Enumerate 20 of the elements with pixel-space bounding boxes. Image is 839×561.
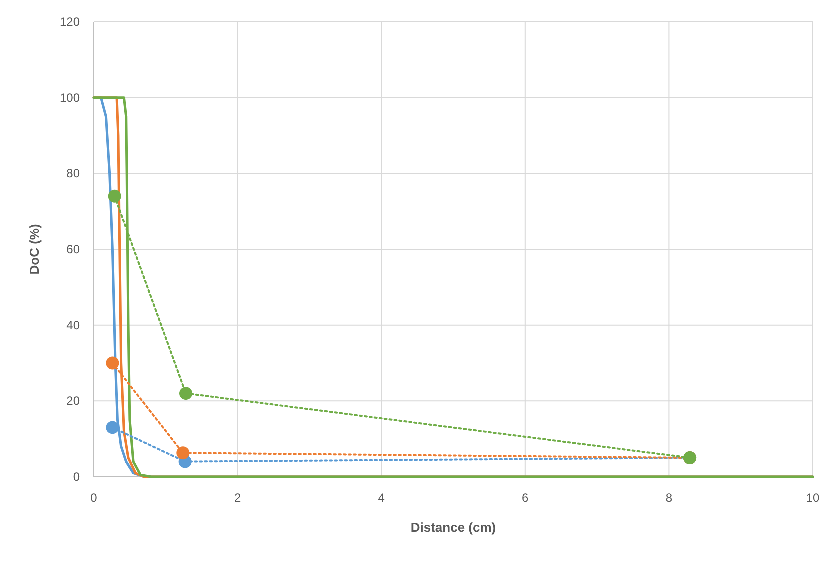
point [106,356,120,370]
x-tick-label: 8 [666,491,673,505]
y-tick-label: 120 [60,15,80,29]
point [108,190,122,203]
y-axis-title: DoC (%) [27,224,42,275]
y-tick-label: 0 [73,470,80,484]
point [106,421,120,434]
x-tick-label: 10 [806,491,820,505]
y-tick-label: 60 [66,242,80,256]
x-tick-label: 6 [522,491,530,505]
y-tick-label: 80 [66,166,80,181]
x-tick-label: 2 [234,491,242,505]
y-tick-label: 40 [66,318,80,332]
point [180,387,193,400]
point [176,446,190,460]
y-tick-label: 100 [60,90,80,105]
x-axis-title: Distance (cm) [410,520,496,535]
y-tick-label: 20 [66,394,80,408]
x-tick-label: 0 [90,491,98,505]
x-tick-label: 4 [378,491,386,505]
